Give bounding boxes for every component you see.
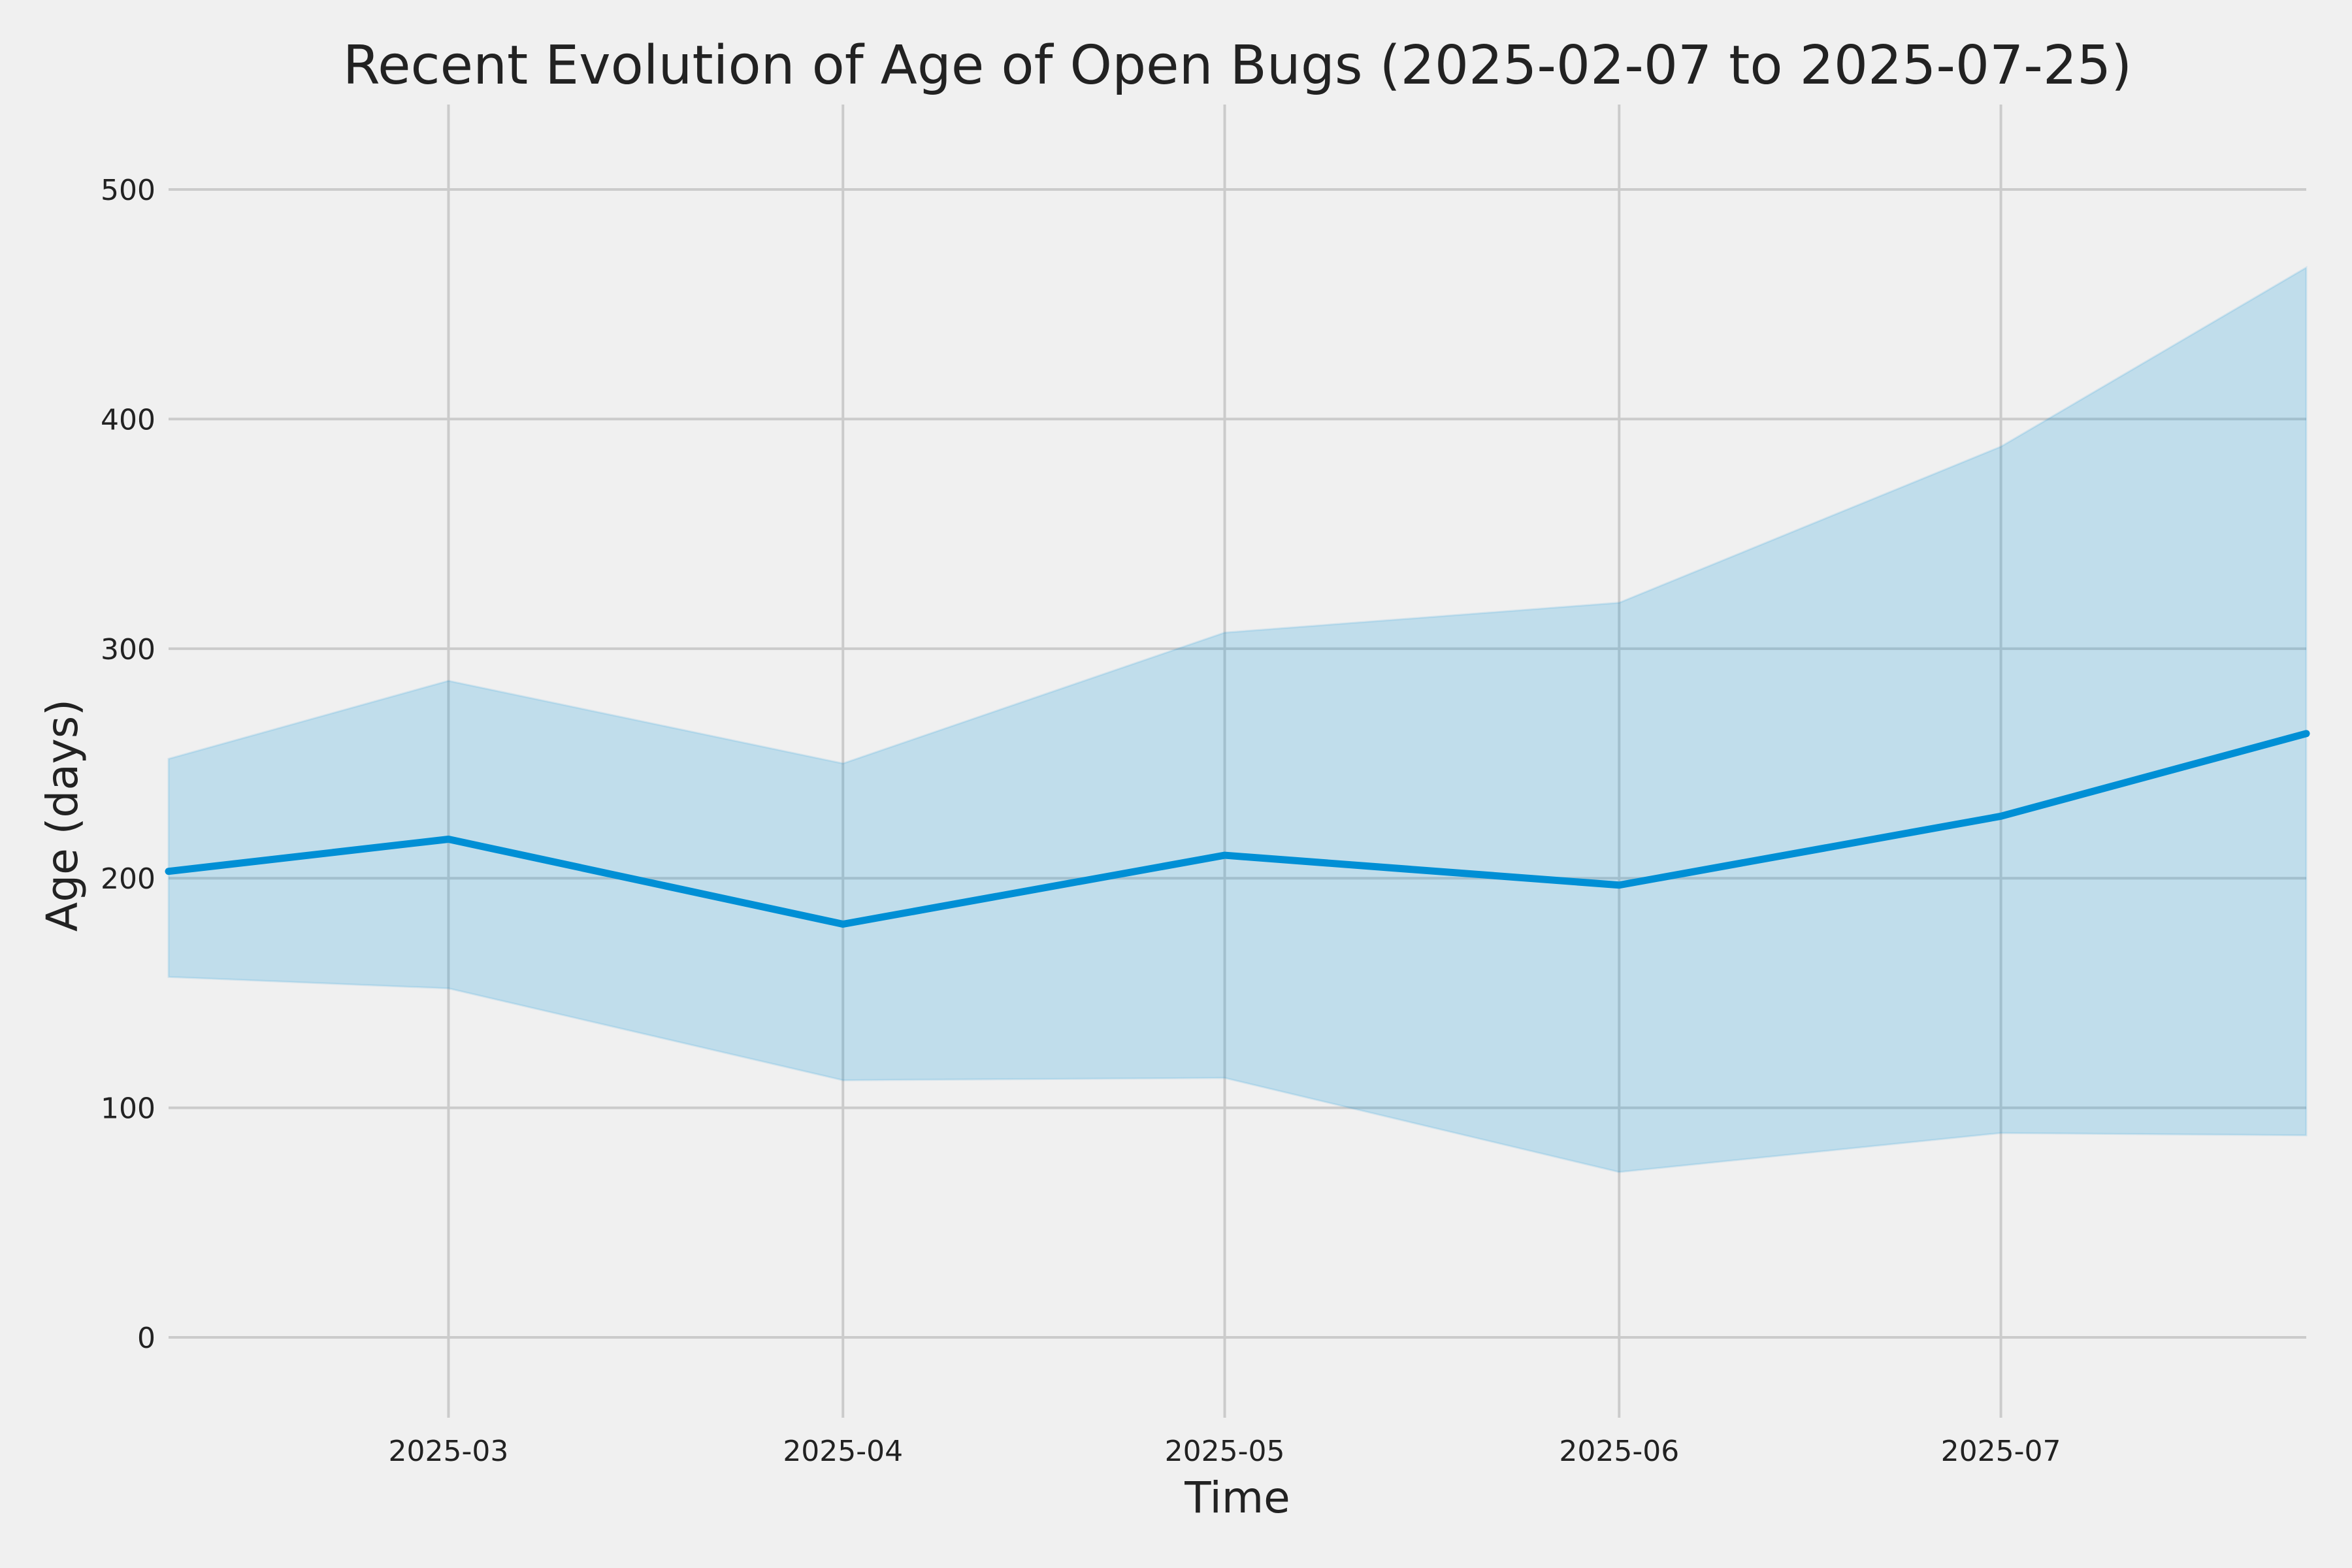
y-tick-label: 200 [101, 862, 155, 896]
band-layer [167, 265, 2308, 1173]
x-axis-label: Time [1184, 1473, 1290, 1523]
tick-layer: 0 100 200 300 400 500 2025-03 2025-04 2025-05 202… [101, 174, 2061, 1468]
x-tick-label: 2025-04 [783, 1435, 903, 1468]
y-tick-label: 100 [101, 1092, 155, 1126]
x-tick-label: 2025-06 [1559, 1435, 1679, 1468]
y-tick-label: 0 [137, 1322, 155, 1355]
y-axis-label: Age (days) [37, 699, 88, 932]
line-layer [165, 730, 2310, 928]
series-line [165, 730, 2310, 928]
confidence-band [167, 265, 2308, 1173]
grid-layer [169, 105, 2306, 1418]
chart-title: Recent Evolution of Age of Open Bugs (20… [343, 35, 2132, 97]
x-tick-label: 2025-07 [1941, 1435, 2061, 1468]
y-tick-label: 300 [101, 633, 155, 666]
y-tick-label: 400 [101, 403, 155, 436]
y-tick-label: 500 [101, 174, 155, 207]
x-tick-label: 2025-05 [1165, 1435, 1285, 1468]
x-tick-label: 2025-03 [389, 1435, 509, 1468]
